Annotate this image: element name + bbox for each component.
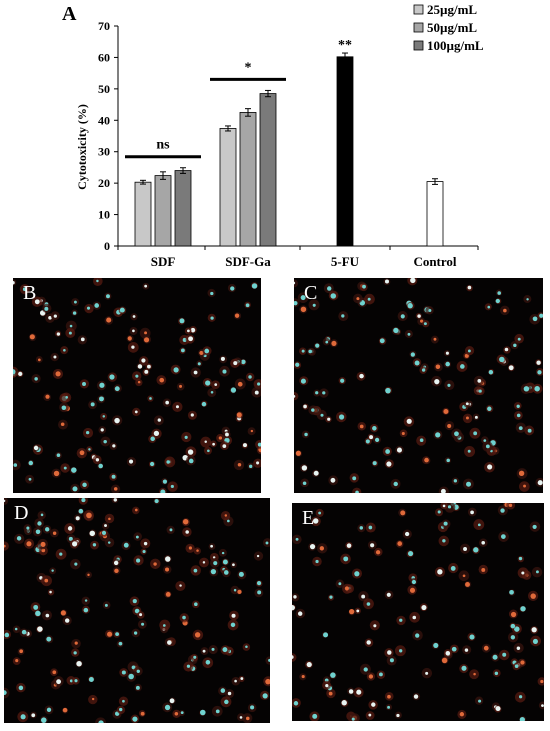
category-label: SDF <box>151 254 176 269</box>
micrograph-e: E <box>292 503 544 721</box>
panel-label-e: E <box>302 507 315 529</box>
cell-nuclei-field <box>292 503 544 721</box>
bar-sdf-2 <box>174 170 192 247</box>
panel-label-d: D <box>14 502 29 524</box>
micrograph-b: B <box>13 278 261 493</box>
category-label: SDF-Ga <box>225 254 271 269</box>
y-tick-label: 70 <box>98 19 110 33</box>
bar-control-0 <box>426 181 444 247</box>
bar-sdf-ga-0 <box>219 128 237 247</box>
bar-sdf-ga-1 <box>239 112 257 247</box>
chart-legend: 25µg/mL 50µg/mL 100µg/mL <box>413 2 484 53</box>
legend-label: 50µg/mL <box>427 20 477 35</box>
chart-axes <box>117 26 478 247</box>
bar-sdf-1 <box>154 175 172 247</box>
significance-label: ** <box>338 38 352 53</box>
cytotoxicity-bar-chart: A 0 10 20 30 40 50 60 70 SDF SDF-Ga 5-FU Control n… <box>62 2 484 269</box>
bar-5-fu-0 <box>336 56 354 247</box>
y-tick-label: 30 <box>98 145 110 159</box>
micrograph-d: D <box>4 498 270 723</box>
x-axis-categories: SDF SDF-Ga 5-FU Control <box>117 246 479 269</box>
category-label: Control <box>413 254 456 269</box>
panel-label-b: B <box>23 282 37 304</box>
significance-annotations: ns*** <box>125 38 352 159</box>
y-axis-label: Cytotoxicity (%) <box>75 104 89 190</box>
panel-label-c: C <box>304 282 318 304</box>
y-axis-ticks: 0 10 20 30 40 50 60 70 <box>98 19 118 253</box>
panel-label-a: A <box>62 3 77 25</box>
legend-label: 100µg/mL <box>427 38 484 53</box>
y-tick-label: 60 <box>98 50 110 64</box>
y-tick-label: 40 <box>98 113 110 127</box>
legend-swatch <box>413 4 424 15</box>
y-tick-label: 20 <box>98 176 110 190</box>
micrograph-c: C <box>294 278 543 493</box>
legend-swatch <box>413 22 424 33</box>
legend-swatch <box>413 40 424 51</box>
y-tick-label: 0 <box>104 239 110 253</box>
bar-sdf-0 <box>134 181 152 247</box>
bars-group <box>134 52 444 247</box>
cell-nuclei-field <box>294 278 543 493</box>
legend-label: 25µg/mL <box>427 2 477 17</box>
cell-nuclei-field <box>13 278 261 493</box>
significance-label: ns <box>156 138 170 153</box>
y-tick-label: 50 <box>98 82 110 96</box>
bar-sdf-ga-2 <box>259 93 277 247</box>
cell-nuclei-field <box>4 498 270 723</box>
category-label: 5-FU <box>331 254 360 269</box>
significance-label: * <box>245 60 252 75</box>
y-tick-label: 10 <box>98 208 110 222</box>
